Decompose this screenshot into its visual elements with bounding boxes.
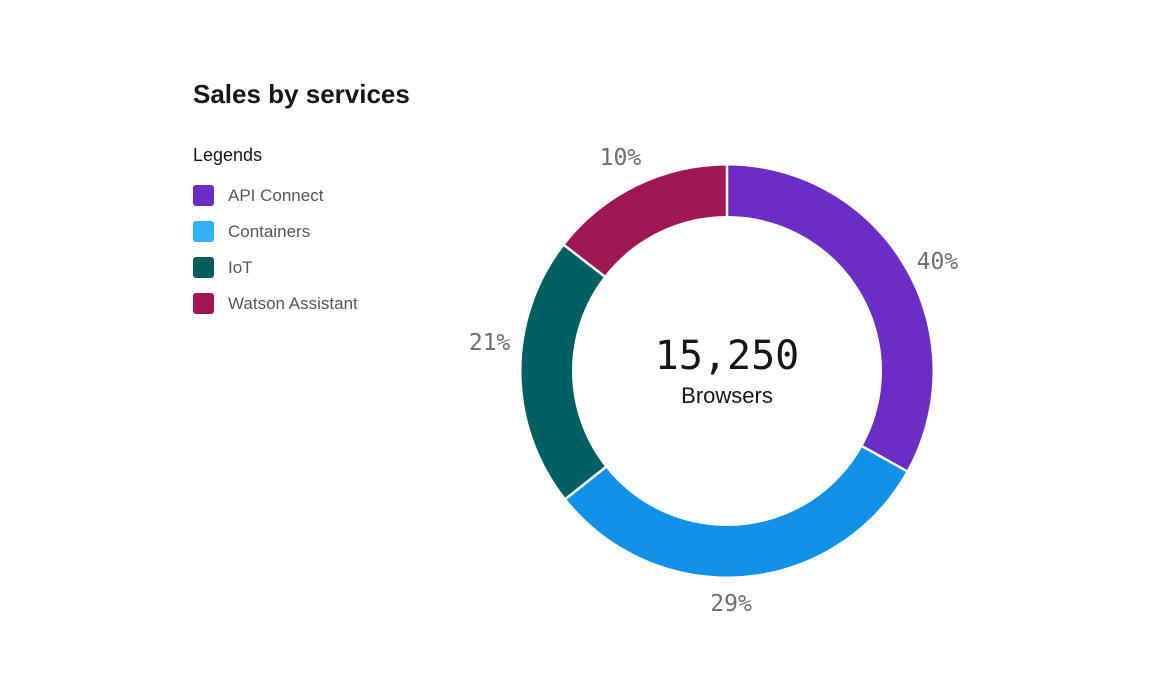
legend-title: Legends [193, 145, 263, 165]
chart-legend: Legends API Connect Containers IoT Watso… [193, 145, 358, 329]
legend-swatch-icon [193, 257, 214, 278]
legend-item-label: Containers [228, 221, 311, 241]
segment-divider [564, 465, 608, 501]
donut-center-label: Browsers [681, 383, 773, 408]
segment-divider [860, 444, 909, 473]
page-title: Sales by services [193, 79, 410, 109]
segment-percent-label-iot: 21% [469, 330, 511, 356]
legend-swatch-icon [193, 221, 214, 242]
segment-percent-label-api-connect: 40% [917, 249, 959, 275]
segment-percent-label-containers: 29% [710, 591, 752, 617]
legend-swatch-icon [193, 293, 214, 314]
legend-item-watson-assistant[interactable]: Watson Assistant [193, 293, 358, 314]
donut-center-value: 15,250 [654, 333, 800, 379]
legend-item-containers[interactable]: Containers [193, 221, 358, 242]
legend-item-label: API Connect [228, 185, 324, 205]
donut-segment-watson-assistant[interactable] [564, 165, 727, 277]
donut-segment-api-connect[interactable] [727, 165, 933, 471]
donut-segment-containers[interactable] [565, 446, 907, 577]
legend-item-iot[interactable]: IoT [193, 257, 358, 278]
legend-swatch-icon [193, 185, 214, 206]
legend-item-label: IoT [228, 257, 253, 277]
legend-item-label: Watson Assistant [228, 293, 358, 313]
segment-divider [562, 243, 606, 278]
legend-item-api-connect[interactable]: API Connect [193, 185, 358, 206]
donut-segment-iot[interactable] [521, 245, 606, 499]
segment-percent-label-watson-assistant: 10% [600, 145, 642, 171]
